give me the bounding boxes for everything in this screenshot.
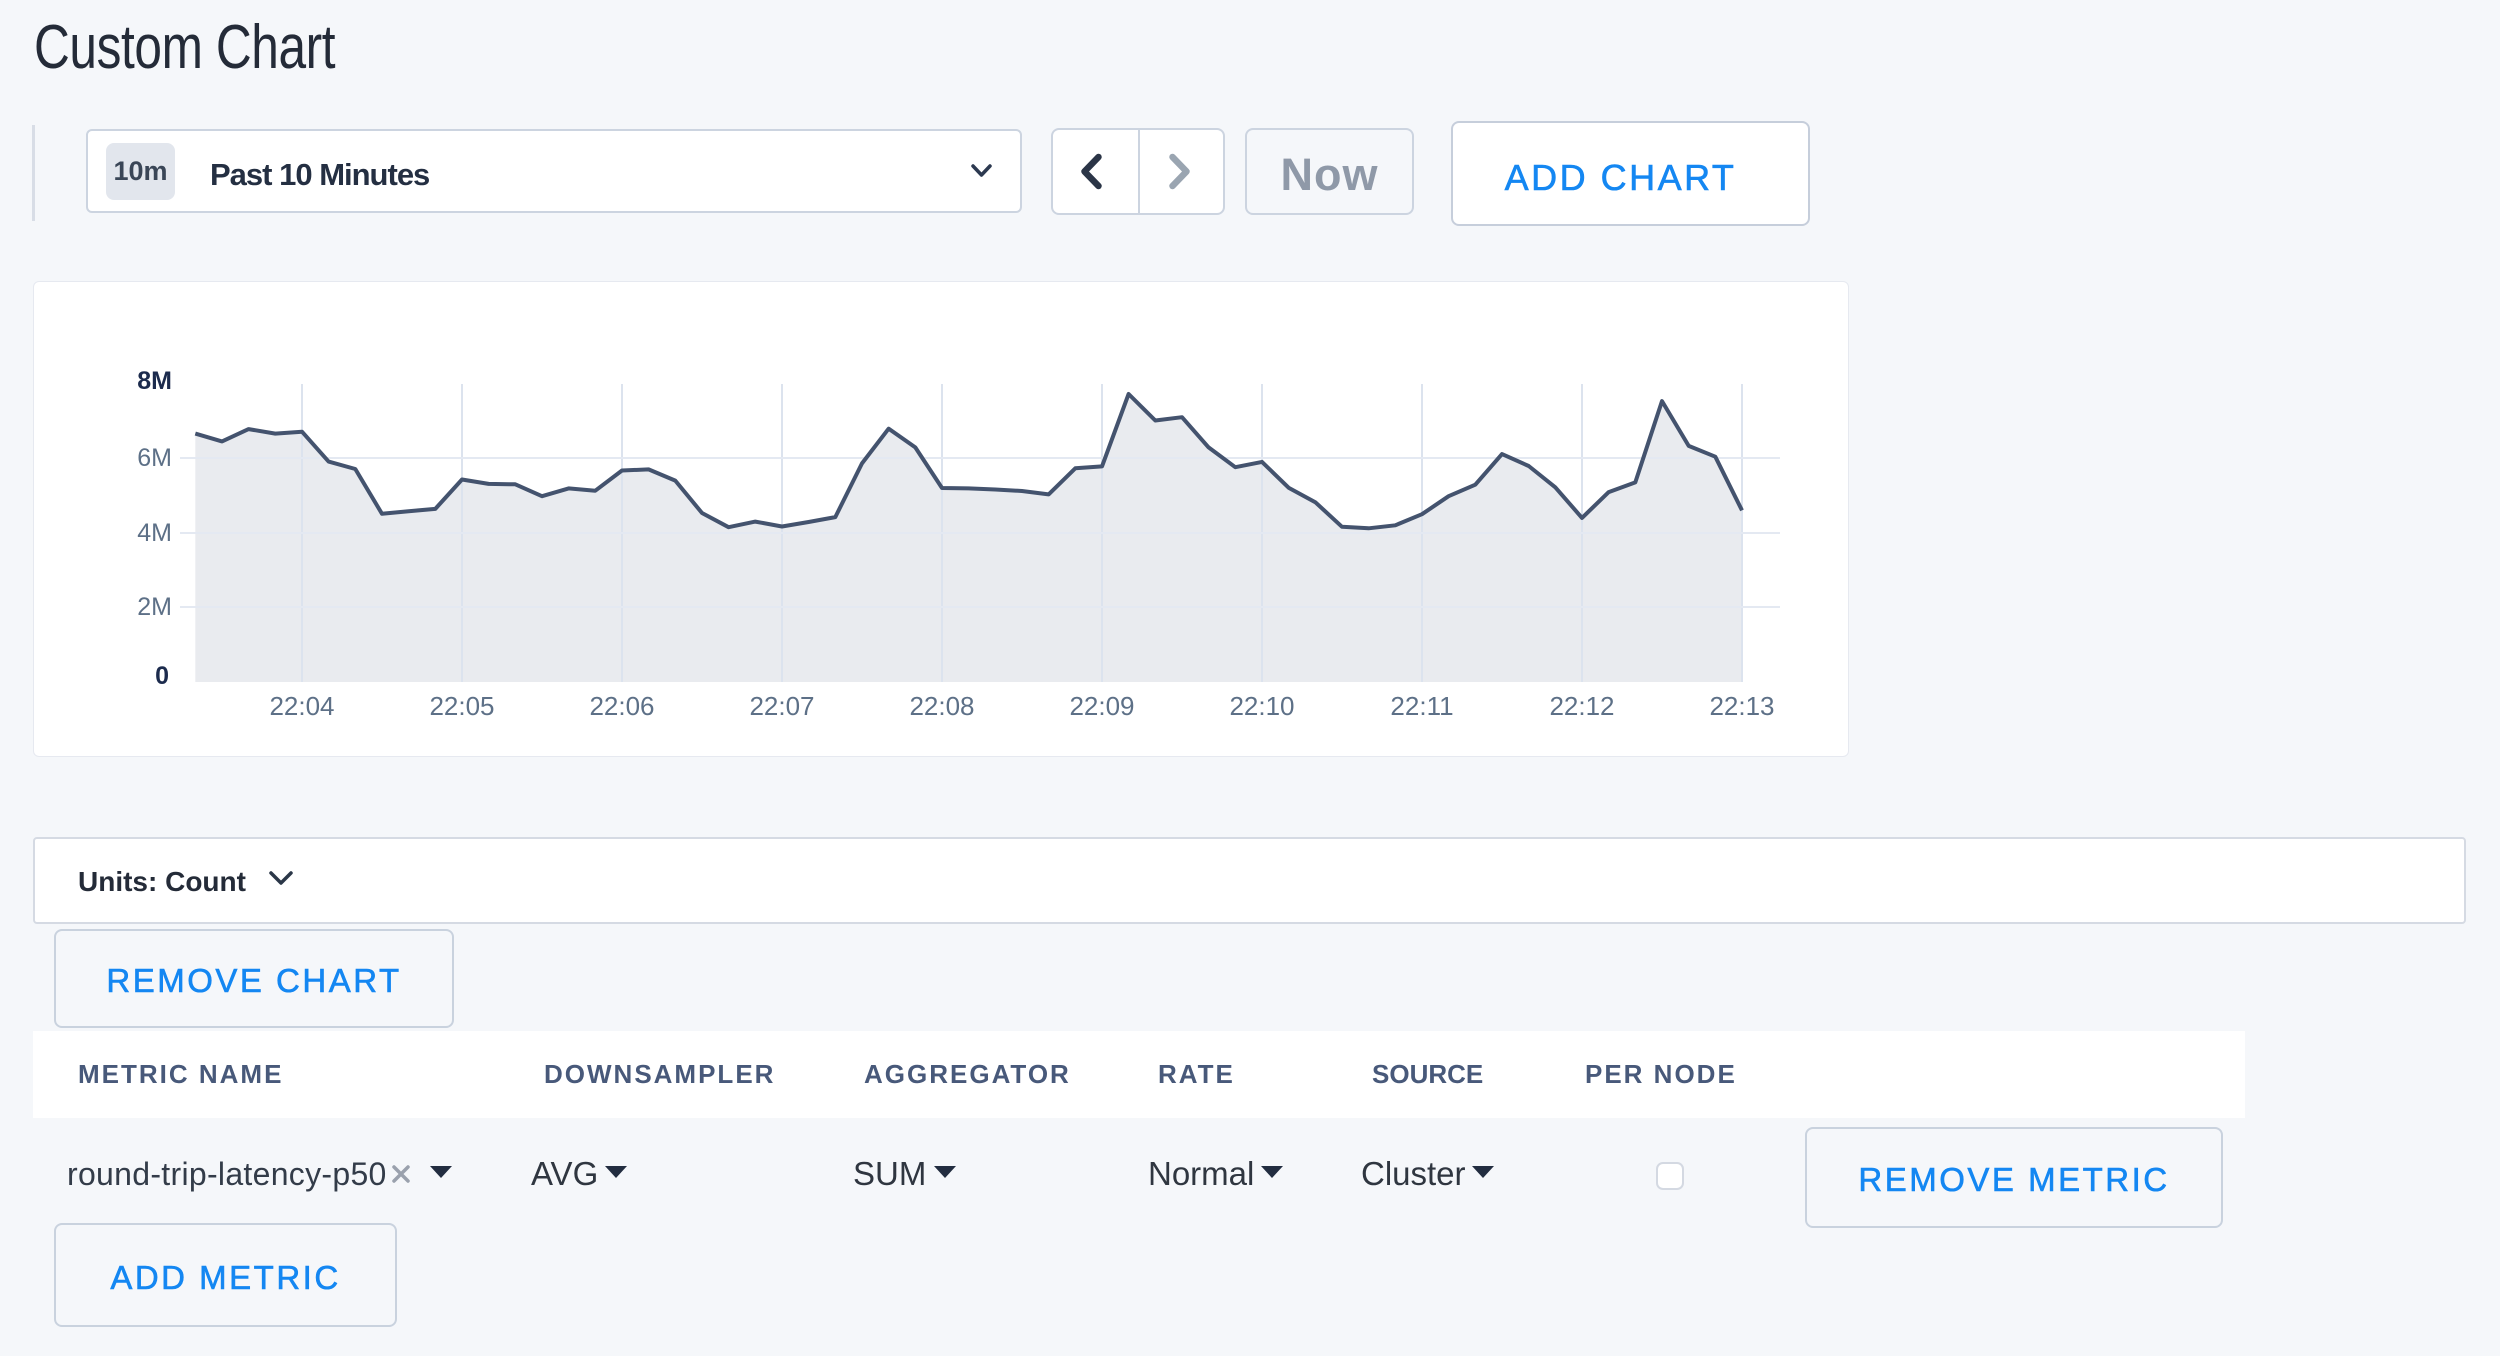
svg-text:22:09: 22:09 xyxy=(1069,691,1134,721)
svg-text:22:10: 22:10 xyxy=(1229,691,1294,721)
svg-text:6M: 6M xyxy=(137,444,172,472)
svg-text:22:13: 22:13 xyxy=(1709,691,1774,721)
svg-text:4M: 4M xyxy=(137,519,172,547)
svg-text:0: 0 xyxy=(155,662,169,690)
svg-text:22:11: 22:11 xyxy=(1390,691,1453,721)
svg-text:22:07: 22:07 xyxy=(749,691,814,721)
svg-text:8M: 8M xyxy=(137,367,172,395)
svg-text:22:12: 22:12 xyxy=(1549,691,1614,721)
svg-text:22:04: 22:04 xyxy=(269,691,334,721)
svg-text:22:05: 22:05 xyxy=(429,691,494,721)
svg-text:22:06: 22:06 xyxy=(589,691,654,721)
svg-text:2M: 2M xyxy=(137,593,172,621)
svg-text:22:08: 22:08 xyxy=(909,691,974,721)
